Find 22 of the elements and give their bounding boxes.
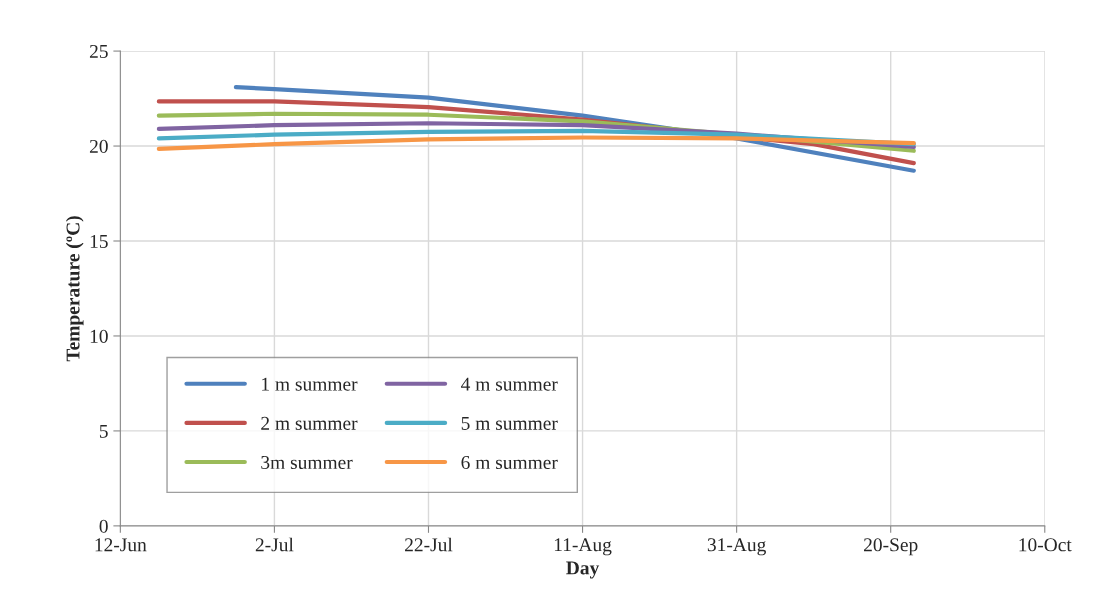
y-tick-label: 0: [99, 519, 108, 533]
legend-label: 4 m summer: [461, 377, 558, 391]
y-tick-label: 15: [90, 234, 108, 248]
y-axis-title: Temperature (ºC): [65, 216, 84, 362]
legend-label: 6 m summer: [461, 455, 558, 470]
legend-label: 3m summer: [261, 455, 353, 470]
x-tick-label: 10-Oct: [1019, 538, 1072, 552]
x-tick-label: 2-Jul: [255, 537, 294, 552]
x-tick-label: 11-Aug: [554, 538, 612, 556]
x-tick-label: 12-Jun: [95, 538, 147, 552]
x-tick-label: 20-Sep: [864, 538, 918, 556]
x-tick-label: 22-Jul: [405, 537, 453, 552]
x-tick-label: 31-Aug: [707, 538, 766, 556]
y-tick-label: 20: [89, 139, 108, 153]
line-series: [156, 135, 916, 151]
legend-label: 5 m summer: [461, 416, 558, 430]
y-tick-label: 25: [89, 44, 108, 59]
y-tick-label: 10: [90, 329, 108, 343]
x-axis-title: Day: [566, 561, 600, 579]
legend-label: 1 m summer: [262, 377, 358, 391]
y-tick-label: 5: [99, 424, 108, 438]
legend-label: 2 m summer: [261, 416, 358, 430]
